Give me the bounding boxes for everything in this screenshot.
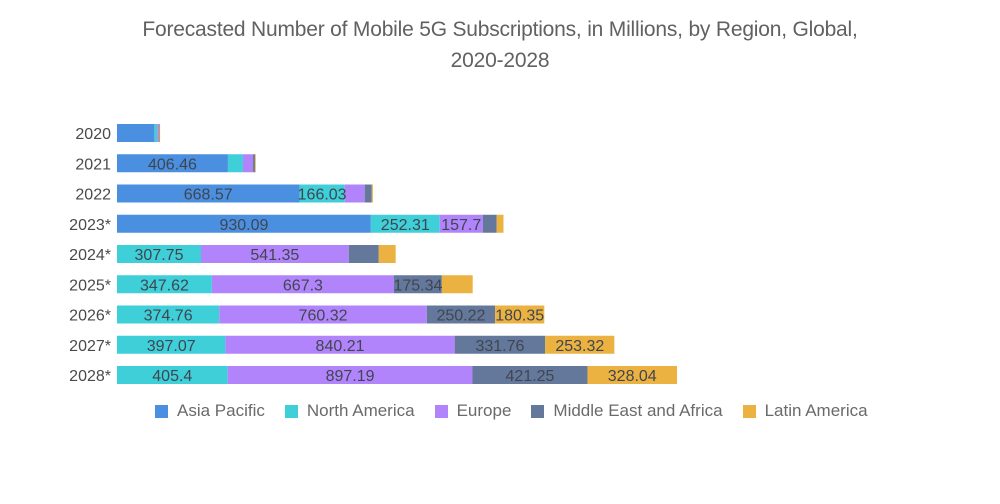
bar-north-america-2022 [299,184,345,203]
data-label-middle-east-and-africa-2026: 250.22 [436,308,485,325]
bar-europe-2021 [242,154,254,173]
bar-europe-2028 [227,366,473,384]
data-label-europe-2026: 760.32 [299,308,348,325]
data-label-north-america-2024: 307.75 [135,247,184,264]
bar-middle-east-and-africa-2023 [482,214,497,233]
bar-asia-pacific-2022 [117,184,300,203]
bar-middle-east-and-africa-2020 [158,124,160,142]
data-label-europe-2023: 157.7 [441,217,481,234]
y-tick-label-2020: 2020 [75,126,111,143]
y-tick-label-2028: 2028* [69,368,111,385]
data-label-middle-east-and-africa-2027: 331.76 [475,338,524,355]
bar-latin-america-2028 [587,366,677,384]
bar-north-america-2021 [227,154,243,173]
legend-label-north-america: North America [306,401,415,420]
data-label-europe-2027: 840.21 [316,338,365,355]
bar-north-america-2027 [117,335,226,354]
bar-latin-america-2023 [496,214,504,233]
data-label-europe-2028: 897.19 [326,368,375,385]
legend-swatch-north-america [284,404,298,418]
y-tick-label-2022: 2022 [75,187,111,204]
data-label-north-america-2023: 252.31 [381,217,430,234]
bar-north-america-2023 [370,214,440,233]
data-label-middle-east-and-africa-2025: 175.34 [393,277,442,294]
bar-middle-east-and-africa-2028 [472,366,588,384]
y-axis-tick-labels: 2020 2021 2022 2023* 2024* 2025* 2026* 2027* 202… [69,126,111,385]
legend-swatch-asia-pacific [155,404,168,418]
bar-north-america-2020 [154,124,158,142]
data-label-europe-2024: 541.35 [250,247,299,264]
legend-label-latin-america: Latin America [764,401,868,420]
chart-title-line-1: Forecasted Number of Mobile 5G Subscript… [142,18,858,41]
bar-latin-america-2024 [378,245,396,263]
bar-middle-east-and-africa-2024 [348,245,379,263]
data-label-north-america-2026: 374.76 [144,308,193,325]
bar-latin-america-2021 [254,154,256,173]
bar-europe-2024 [200,245,349,263]
chart-title: Forecasted Number of Mobile 5G Subscript… [0,14,1000,76]
bar-europe-2023 [439,214,483,233]
y-tick-label-2021: 2021 [75,156,111,173]
data-label-latin-america-2028: 328.04 [608,368,657,385]
bar-latin-america-2020 [159,124,161,142]
legend-swatch-latin-america [742,404,756,418]
bar-middle-east-and-africa-2025 [393,275,442,294]
y-tick-label-2024: 2024* [69,247,111,264]
bar-europe-2026 [219,305,427,324]
bar-latin-america-2022 [371,184,373,203]
bar-latin-america-2027 [545,335,615,354]
y-tick-label-2025: 2025* [69,277,111,294]
bar-europe-2020 [157,124,159,142]
legend-item-north-america[interactable]: North America [284,401,415,421]
bar-latin-america-2025 [441,275,473,294]
legend-item-europe[interactable]: Europe [434,401,512,421]
bars-group [117,124,677,384]
data-label-asia-pacific-2021: 406.46 [148,156,197,173]
bar-middle-east-and-africa-2026 [426,305,496,324]
bar-north-america-2025 [117,275,212,294]
bar-middle-east-and-africa-2021 [253,154,255,173]
bar-asia-pacific-2020 [117,124,155,142]
data-label-north-america-2027: 397.07 [147,338,196,355]
data-label-latin-america-2027: 253.32 [555,338,604,355]
bar-europe-2027 [225,335,455,354]
bar-north-america-2028 [117,366,228,384]
legend-label-middle-east-and-africa: Middle East and Africa [553,401,723,420]
bar-asia-pacific-2023 [117,214,371,233]
data-label-north-america-2025: 347.62 [140,277,189,294]
legend-label-asia-pacific: Asia Pacific [177,401,265,420]
data-label-asia-pacific-2023: 930.09 [219,217,268,234]
y-tick-label-2023: 2023* [69,217,111,234]
bar-middle-east-and-africa-2027 [454,335,546,354]
bar-latin-america-2026 [495,305,545,324]
legend: Asia Pacific North America Europe Middle Ea… [155,401,888,421]
data-label-north-america-2022: 166.03 [298,187,347,204]
data-label-europe-2025: 667.3 [283,277,323,294]
bar-north-america-2026 [117,305,220,324]
data-label-asia-pacific-2022: 668.57 [184,187,233,204]
chart-title-line-2: 2020-2028 [450,49,550,72]
legend-swatch-europe [434,404,448,418]
y-tick-label-2027: 2027* [69,338,111,355]
legend-item-asia-pacific[interactable]: Asia Pacific [155,401,265,421]
bar-europe-2022 [344,184,365,203]
bar-europe-2025 [211,275,394,294]
data-labels-group: 406.46 668.57 166.03 930.09 252.31 157.7 307.7… [135,156,657,385]
legend-item-latin-america[interactable]: Latin America [742,401,868,421]
bar-middle-east-and-africa-2022 [364,184,372,203]
legend-label-europe: Europe [456,401,512,420]
bar-asia-pacific-2021 [117,154,228,173]
data-label-latin-america-2026: 180.35 [495,308,544,325]
legend-swatch-middle-east-and-africa [531,404,545,418]
data-label-north-america-2028: 405.4 [152,368,192,385]
bar-north-america-2024 [117,245,201,263]
y-tick-label-2026: 2026* [69,308,111,325]
data-label-middle-east-and-africa-2028: 421.25 [506,368,555,385]
legend-item-middle-east-and-africa[interactable]: Middle East and Africa [531,401,723,421]
